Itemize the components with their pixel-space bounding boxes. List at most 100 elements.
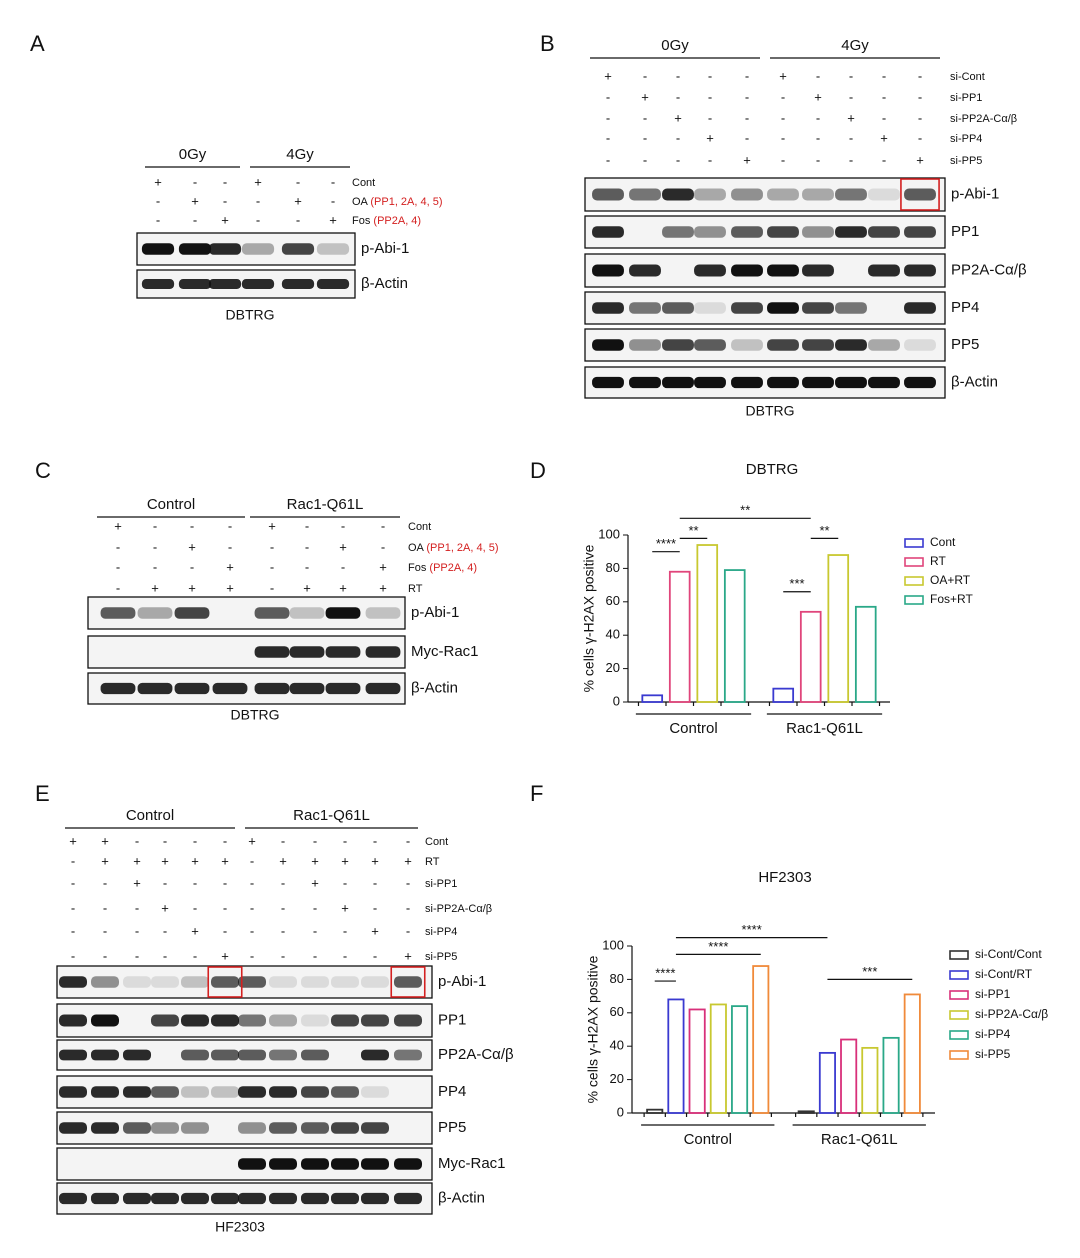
band <box>174 682 210 695</box>
band <box>237 1049 267 1061</box>
band <box>281 278 315 290</box>
panel-letter: C <box>35 458 51 483</box>
significance-label: **** <box>656 536 676 551</box>
y-tick-label: 100 <box>602 937 624 952</box>
sign: - <box>849 89 853 104</box>
blot-label: PP1 <box>438 1011 466 1028</box>
sign: - <box>193 875 197 890</box>
band <box>731 264 763 277</box>
band <box>289 646 325 658</box>
band <box>268 1192 298 1205</box>
bar <box>818 1051 836 1114</box>
blot-label: PP4 <box>438 1083 466 1100</box>
band <box>180 1086 210 1098</box>
sign: + <box>329 212 337 227</box>
legend-swatch <box>904 576 924 586</box>
legend-label: si-PP2A-Cα/β <box>975 1007 1048 1021</box>
row-label-text: RT <box>425 856 440 868</box>
row-label: RT <box>425 856 440 868</box>
band <box>150 1086 180 1098</box>
y-tick-label: 60 <box>610 1004 624 1019</box>
bar <box>827 554 850 703</box>
row-label: OA (PP1, 2A, 4, 5) <box>352 196 443 208</box>
sign: + <box>226 559 234 574</box>
sign: + <box>161 853 169 868</box>
band <box>835 226 867 238</box>
band <box>904 226 936 238</box>
band <box>237 1122 267 1134</box>
band <box>731 226 763 238</box>
x-tick-label: Rac1-Q61L <box>821 1131 898 1148</box>
band <box>767 264 799 277</box>
band <box>592 226 624 238</box>
sign: - <box>781 130 785 145</box>
row-label-text: si-Cont <box>950 71 985 83</box>
sign: + <box>916 152 924 167</box>
sign: - <box>305 518 309 533</box>
y-tick-label: 40 <box>610 1038 624 1053</box>
band <box>210 976 240 988</box>
sign: - <box>643 130 647 145</box>
bar <box>752 965 770 1114</box>
sign: - <box>816 68 820 83</box>
band <box>365 682 401 695</box>
sign: - <box>343 875 347 890</box>
sign: - <box>270 580 274 595</box>
legend-label: si-Cont/Cont <box>975 947 1042 961</box>
sign: - <box>918 68 922 83</box>
sign: - <box>270 539 274 554</box>
band <box>241 278 275 290</box>
row-label: Fos (PP2A, 4) <box>352 215 421 227</box>
sign: - <box>643 68 647 83</box>
band <box>731 302 763 314</box>
sign: - <box>153 559 157 574</box>
band <box>137 607 173 619</box>
band <box>268 1014 298 1027</box>
bar <box>903 993 921 1114</box>
sign: - <box>343 923 347 938</box>
band <box>393 976 423 988</box>
sign: - <box>341 518 345 533</box>
row-label-text: si-PP2A-Cα/β <box>425 903 492 915</box>
sign: - <box>103 948 107 963</box>
sign: - <box>918 130 922 145</box>
bar <box>668 570 691 703</box>
band <box>289 682 325 695</box>
band <box>767 376 799 389</box>
band <box>90 1014 120 1027</box>
sign: - <box>116 559 120 574</box>
band <box>393 1014 423 1027</box>
sign: - <box>305 559 309 574</box>
band <box>178 243 212 255</box>
sign: + <box>779 68 787 83</box>
significance-label: *** <box>862 964 877 979</box>
band <box>178 278 212 290</box>
row-label: si-PP2A-Cα/β <box>425 903 492 915</box>
band <box>208 278 242 290</box>
band <box>300 1158 330 1170</box>
band <box>210 1192 240 1205</box>
sign: - <box>331 193 335 208</box>
legend-swatch <box>904 557 924 567</box>
significance-label: **** <box>655 966 675 981</box>
row-label-text: Fos <box>408 562 427 574</box>
band <box>210 1014 240 1027</box>
sign: - <box>156 212 160 227</box>
legend-swatch <box>949 1050 969 1060</box>
band <box>122 1192 152 1205</box>
sign: - <box>373 833 377 848</box>
sign: + <box>371 923 379 938</box>
sign: + <box>743 152 751 167</box>
sign: - <box>163 923 167 938</box>
sign: - <box>153 539 157 554</box>
band <box>180 1014 210 1027</box>
sign: - <box>373 900 377 915</box>
legend-label: si-PP4 <box>975 1027 1011 1041</box>
band <box>629 376 661 389</box>
sign: - <box>135 948 139 963</box>
band <box>268 1086 298 1098</box>
band <box>393 1158 423 1170</box>
bar <box>723 569 746 703</box>
row-label-text: si-PP5 <box>950 155 982 167</box>
sign: - <box>676 152 680 167</box>
